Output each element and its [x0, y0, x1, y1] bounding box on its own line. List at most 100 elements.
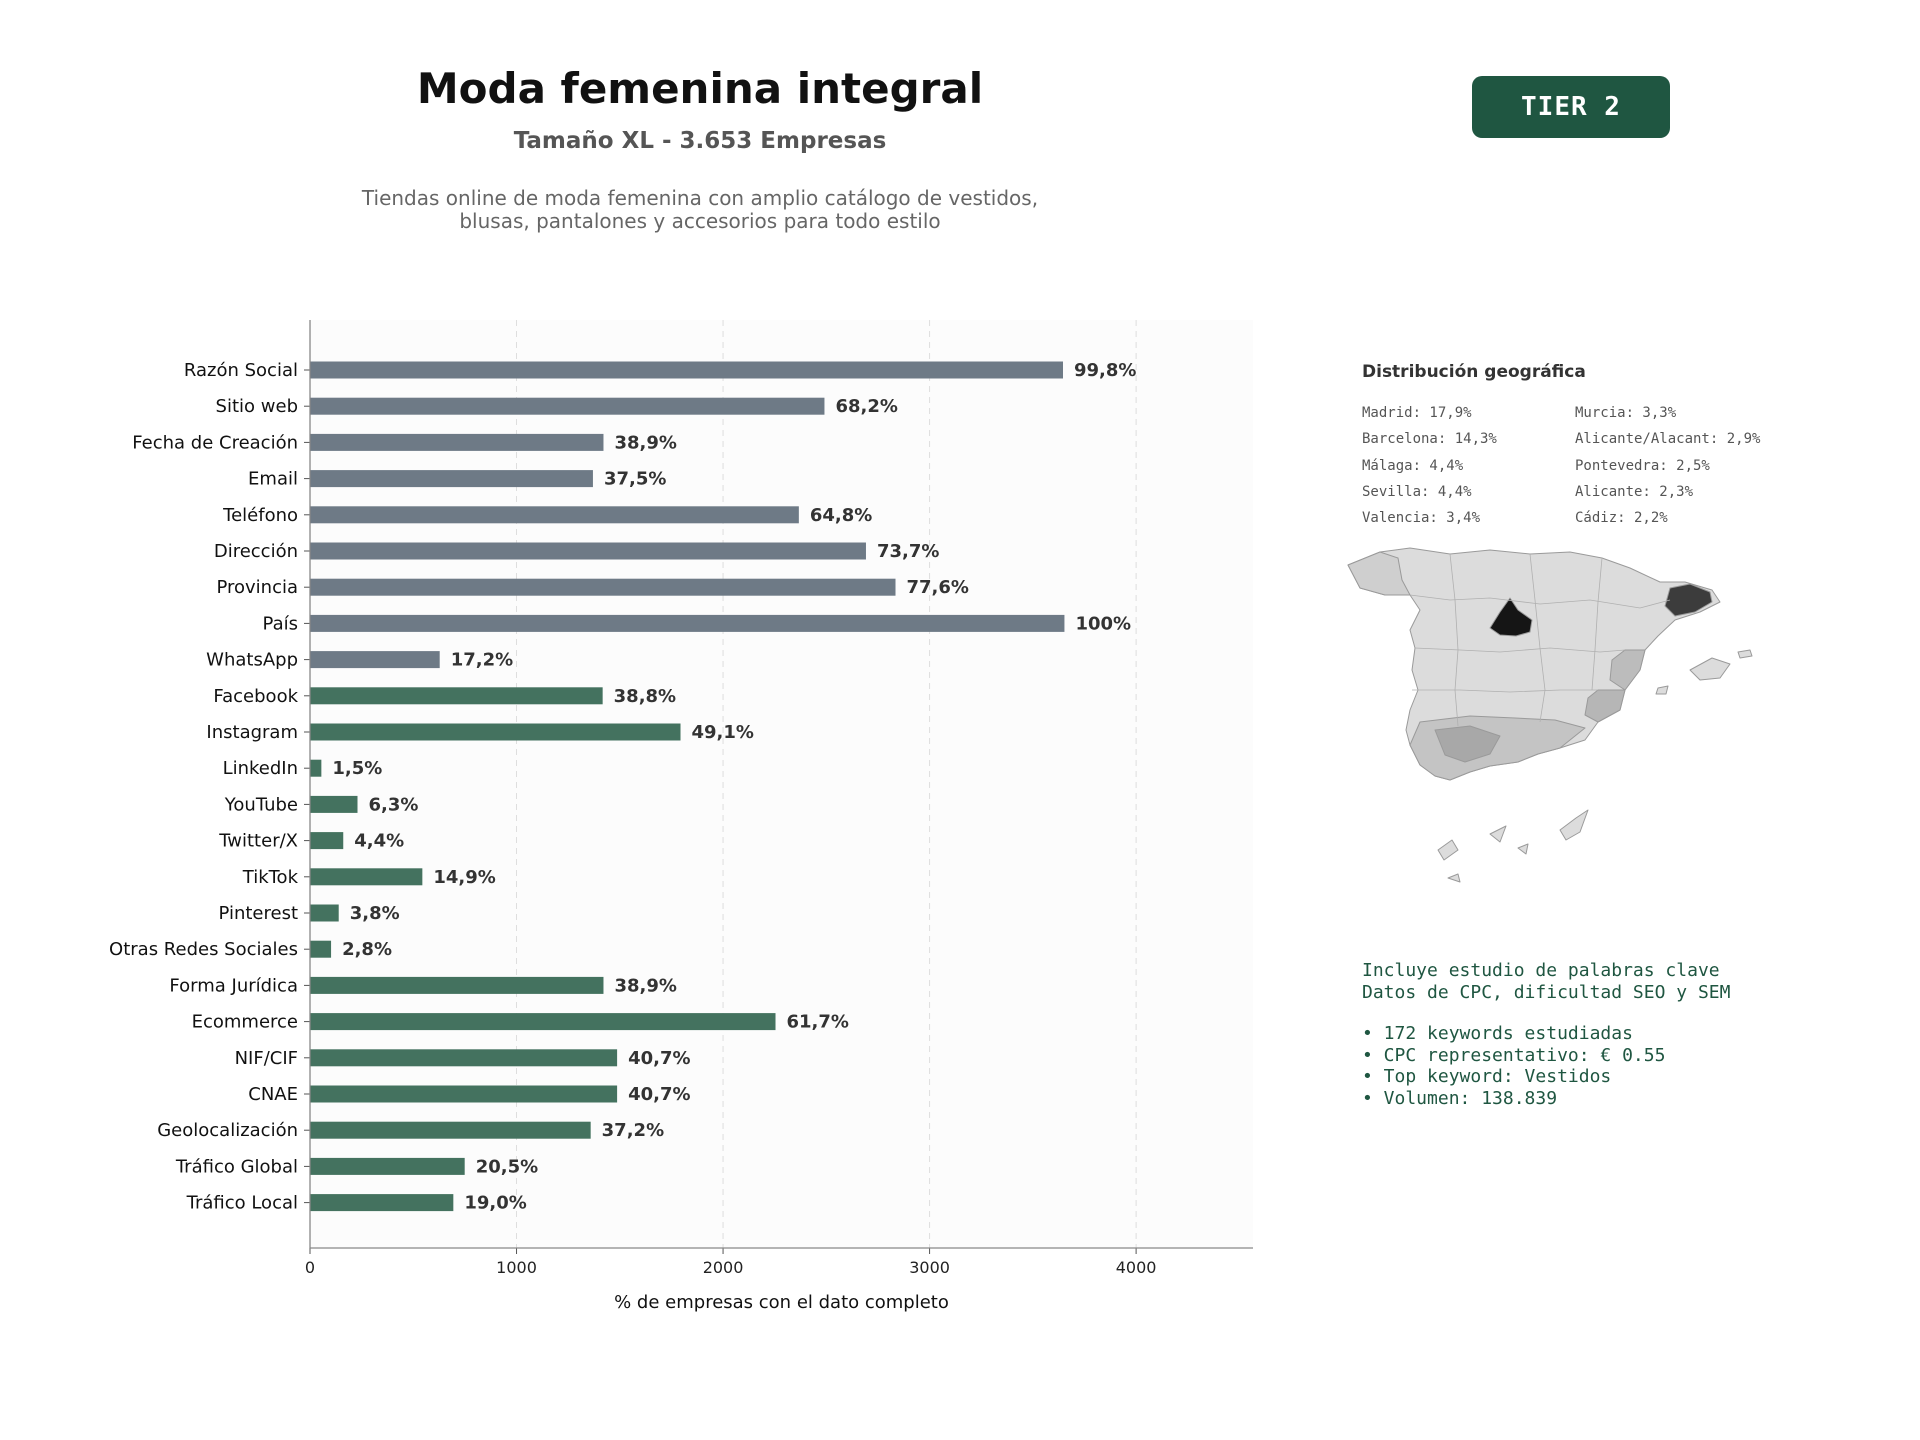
keywords-bullet: • 172 keywords estudiadas	[1362, 1023, 1633, 1044]
bar	[310, 614, 1065, 632]
category-label: Otras Redes Sociales	[109, 939, 298, 960]
data-label: 20,5%	[476, 1156, 538, 1177]
bar	[310, 1049, 618, 1067]
data-label: 49,1%	[692, 722, 754, 743]
data-label: 61,7%	[787, 1012, 849, 1033]
category-label: Email	[248, 469, 298, 490]
bar	[310, 1194, 454, 1212]
data-label: 37,2%	[602, 1120, 664, 1141]
data-label: 37,5%	[604, 469, 666, 490]
keywords-line-2: Datos de CPC, dificultad SEO y SEM	[1362, 981, 1731, 1003]
tier-badge: TIER 2	[1472, 76, 1670, 138]
keywords-bullet: • CPC representativo: € 0.55	[1362, 1044, 1666, 1066]
bar	[310, 433, 604, 451]
keywords-bullet: • Top keyword: Vestidos	[1362, 1066, 1612, 1087]
data-label: 19,0%	[464, 1193, 526, 1214]
bar	[310, 361, 1063, 379]
category-label: CNAE	[248, 1084, 298, 1105]
data-label: 14,9%	[433, 867, 495, 888]
page-subtitle: Tamaño XL - 3.653 Empresas	[513, 128, 887, 154]
data-label: 2,8%	[342, 939, 392, 960]
bar	[310, 795, 358, 813]
map-region-baleares	[1689, 657, 1731, 681]
category-label: Facebook	[213, 686, 298, 707]
data-label: 73,7%	[877, 541, 939, 562]
geo-item: Pontevedra: 2,5%	[1575, 457, 1710, 474]
category-label: País	[263, 613, 298, 634]
geo-list-right: Murcia: 3,3% Alicante/Alacant: 2,9% Pont…	[1575, 400, 1760, 531]
map-region-canarias	[1437, 809, 1589, 883]
keywords-box: Incluye estudio de palabras clave Datos …	[1362, 960, 1730, 1109]
data-label: 64,8%	[810, 505, 872, 526]
bar	[310, 506, 799, 524]
bar-chart: 0 1000 2000 3000 4000 Razón Social 99,8% Sitio …	[109, 320, 1253, 1313]
bar	[310, 759, 322, 777]
map-region-murcia-alicante	[1584, 689, 1626, 723]
category-label: TikTok	[242, 867, 299, 888]
map-region-andalucia	[1409, 715, 1586, 781]
geo-item: Barcelona: 14,3%	[1362, 431, 1497, 448]
keywords-line-1: Incluye estudio de palabras clave	[1362, 960, 1720, 981]
x-tick-label: 2000	[703, 1258, 744, 1277]
category-label: Twitter/X	[218, 831, 298, 852]
data-label: 40,7%	[628, 1084, 690, 1105]
bar	[310, 542, 866, 560]
bar	[310, 832, 344, 850]
category-label: Instagram	[206, 722, 298, 743]
geo-item: Málaga: 4,4%	[1362, 457, 1464, 474]
geo-item: Madrid: 17,9%	[1362, 405, 1472, 421]
data-label: 17,2%	[451, 650, 513, 671]
geo-list-left: Madrid: 17,9% Barcelona: 14,3% Málaga: 4…	[1362, 400, 1497, 531]
map-region-galicia	[1347, 551, 1411, 596]
geo-item: Cádiz: 2,2%	[1575, 510, 1668, 527]
x-tick-label: 4000	[1116, 1258, 1157, 1277]
data-label: 1,5%	[332, 758, 382, 779]
category-label: Ecommerce	[192, 1012, 298, 1033]
spain-map	[1347, 547, 1753, 883]
geo-item: Murcia: 3,3%	[1575, 405, 1677, 421]
category-label: Teléfono	[222, 505, 298, 526]
bar	[310, 578, 896, 596]
category-label: Forma Jurídica	[169, 975, 298, 996]
data-label: 38,8%	[614, 686, 676, 707]
category-label: Dirección	[214, 541, 298, 562]
map-region-menorca	[1737, 649, 1753, 659]
data-label: 68,2%	[835, 396, 897, 417]
map-region-malaga-sevilla	[1434, 725, 1501, 763]
geo-item: Sevilla: 4,4%	[1362, 483, 1472, 500]
map-region-ibiza	[1655, 685, 1669, 695]
data-label: 6,3%	[369, 794, 419, 815]
description-line-1: Tiendas online de moda femenina con ampl…	[361, 186, 1039, 210]
page-title: Moda femenina integral	[416, 64, 984, 113]
x-tick-label: 3000	[909, 1258, 950, 1277]
keywords-bullet: • Volumen: 138.839	[1362, 1087, 1558, 1109]
category-label: YouTube	[224, 794, 298, 815]
category-label: Tráfico Local	[186, 1193, 298, 1214]
bar	[310, 976, 604, 994]
bar	[310, 868, 423, 886]
data-label: 100%	[1075, 613, 1131, 634]
bar	[310, 1085, 618, 1103]
category-label: Geolocalización	[157, 1120, 298, 1141]
geo-title: Distribución geográfica	[1362, 362, 1586, 382]
x-axis-title: % de empresas con el dato completo	[614, 1292, 949, 1313]
category-label: Tráfico Global	[175, 1156, 298, 1177]
x-tick-label: 0	[305, 1258, 315, 1277]
category-label: LinkedIn	[223, 758, 298, 779]
category-label: NIF/CIF	[235, 1048, 298, 1069]
data-label: 4,4%	[354, 831, 404, 852]
description-line-2: blusas, pantalones y accesorios para tod…	[459, 209, 941, 233]
bar	[310, 723, 681, 741]
category-label: Razón Social	[184, 360, 298, 381]
geo-item: Alicante/Alacant: 2,9%	[1575, 431, 1761, 448]
bar	[310, 1121, 591, 1139]
map-region-madrid	[1489, 597, 1533, 637]
category-label: Sitio web	[216, 396, 298, 417]
bar	[310, 904, 339, 922]
data-label: 77,6%	[907, 577, 969, 598]
bar	[310, 651, 440, 669]
bar	[310, 940, 332, 958]
data-label: 3,8%	[350, 903, 400, 924]
x-tick-label: 1000	[496, 1258, 537, 1277]
bar	[310, 687, 603, 705]
